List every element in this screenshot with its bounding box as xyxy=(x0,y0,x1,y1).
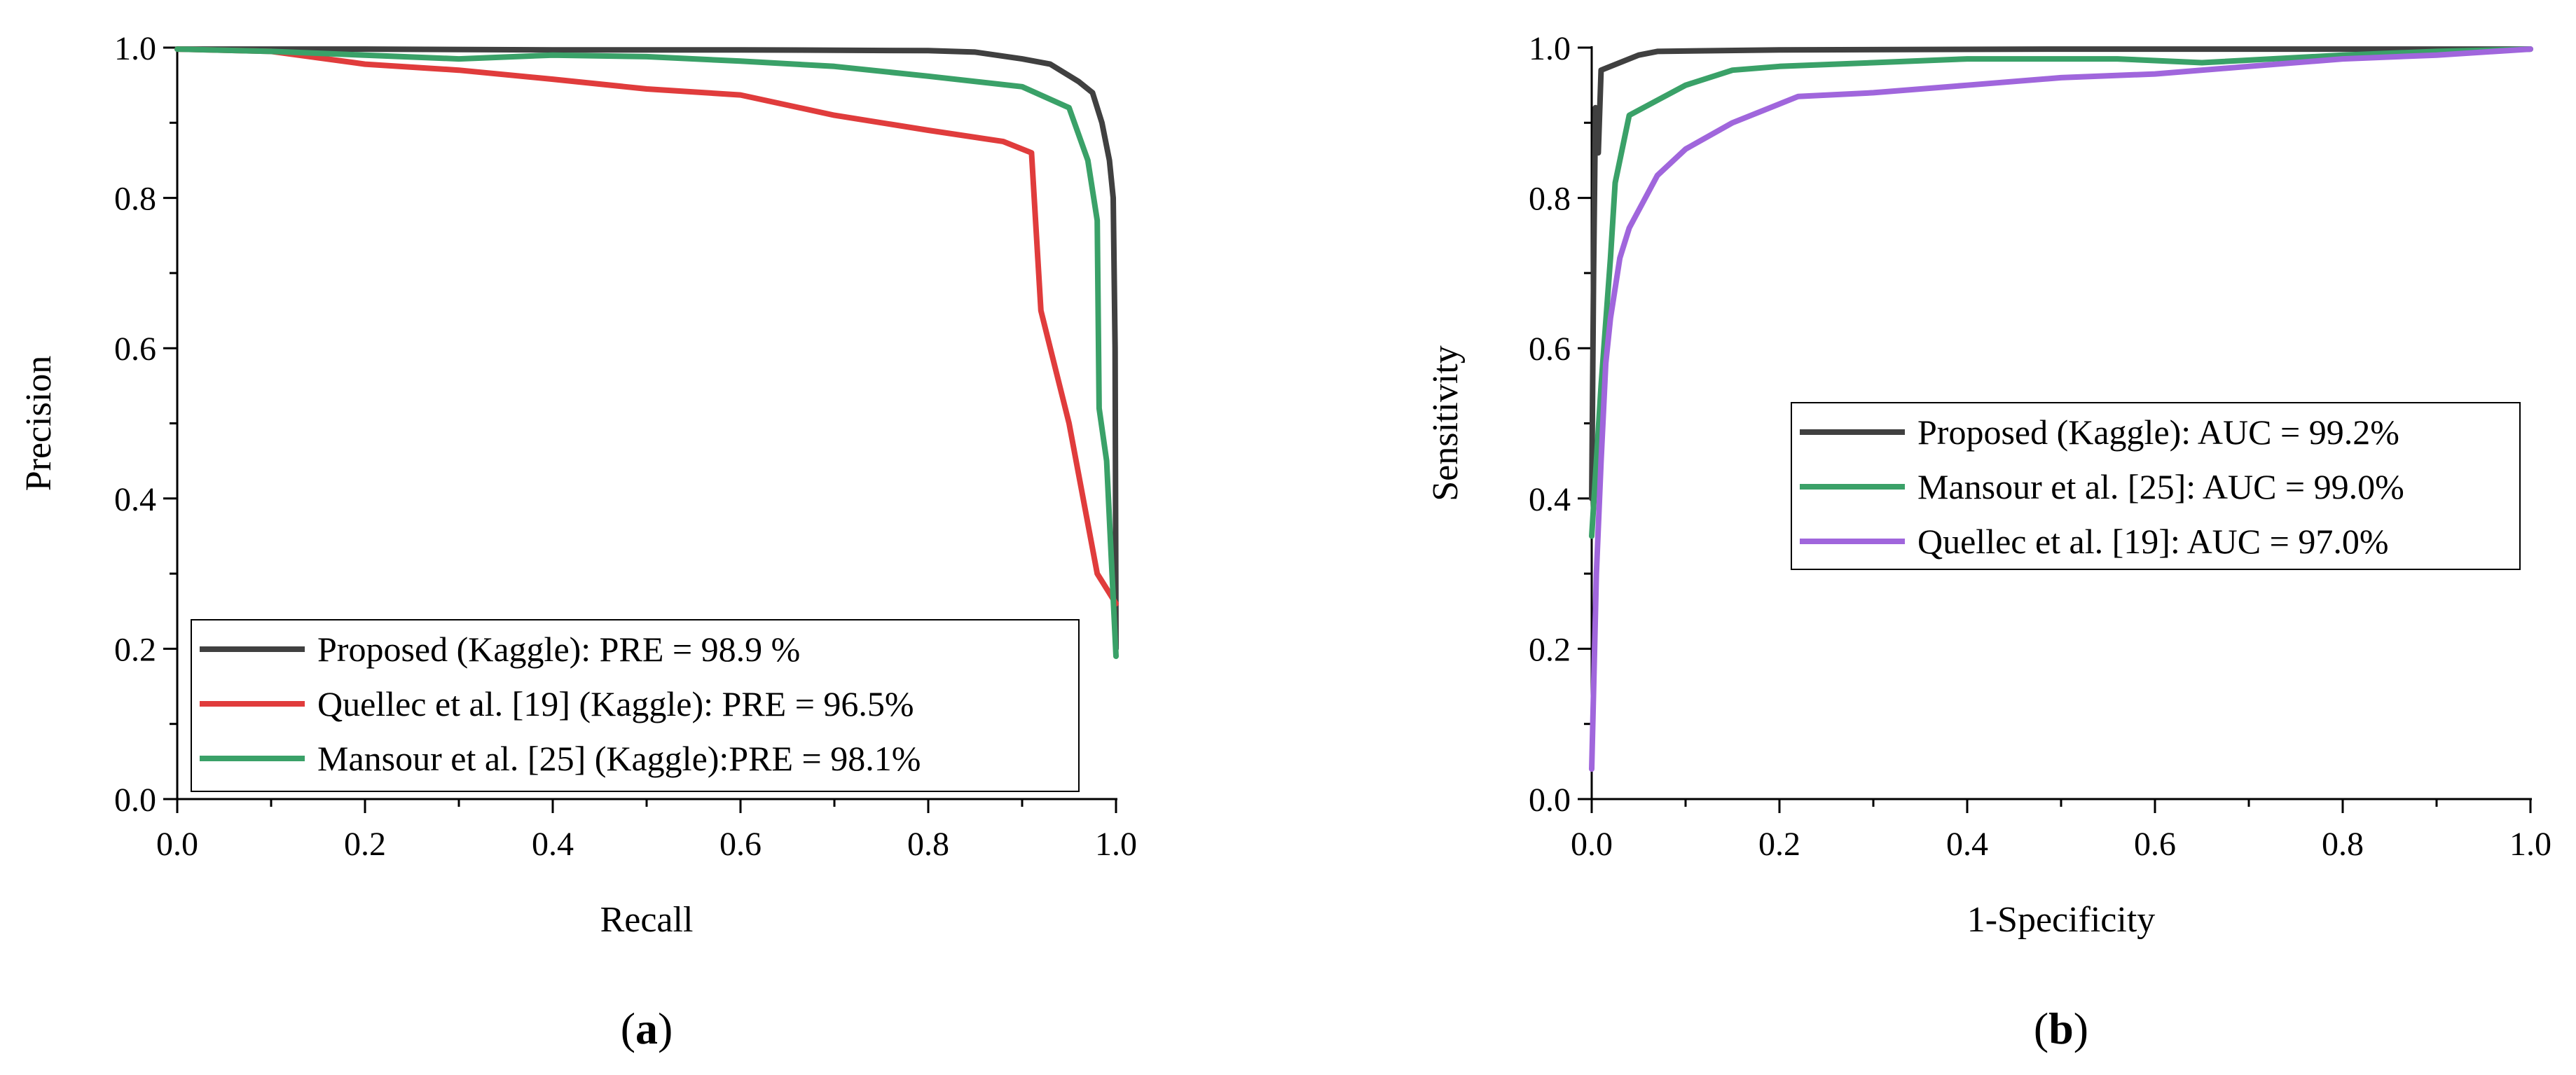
x-tick-label: 0.0 xyxy=(156,826,198,863)
x-tick-label: 0.4 xyxy=(532,826,574,863)
legend-entry: Proposed (Kaggle): PRE = 98.9 % xyxy=(317,630,800,669)
series-line-3 xyxy=(174,46,1119,660)
y-tick-label: 0.8 xyxy=(114,181,156,218)
x-tick-label: 0.2 xyxy=(344,826,386,863)
y-tick-label: 1.0 xyxy=(114,30,156,67)
x-tick-label: 0.0 xyxy=(1571,826,1613,863)
y-tick-label: 0.0 xyxy=(1529,782,1571,819)
y-tick-label: 0.6 xyxy=(114,331,156,368)
x-tick-label: 0.4 xyxy=(1946,826,1988,863)
x-axis-label: Recall xyxy=(600,900,694,940)
y-tick-label: 0.6 xyxy=(1529,331,1571,368)
y-tick-label: 0.0 xyxy=(114,782,156,819)
y-tick-label: 1.0 xyxy=(1529,30,1571,67)
panel-a: 0.00.0 0.2 0.2 0.4 0.4 0.6 0.6 0.8 0.8 1.0 1.0 Reca… xyxy=(19,30,1137,1053)
x-tick-label: 1.0 xyxy=(1095,826,1137,863)
series-line-1 xyxy=(1589,46,2533,501)
series-line-2 xyxy=(174,46,1119,606)
legend-box xyxy=(1791,402,2521,570)
x-tick-label: 1.0 xyxy=(2509,826,2551,863)
y-axis-label: Sensitivity xyxy=(1426,345,1466,501)
x-axis-label: 1-Specificity xyxy=(1967,900,2156,940)
x-tick-label: 0.2 xyxy=(1758,826,1800,863)
legend-entry: Quellec et al. [19] (Kaggle): PRE = 96.5… xyxy=(317,684,914,723)
x-tick-label: 0.6 xyxy=(719,826,762,863)
y-tick-label: 0.4 xyxy=(114,481,156,518)
legend-entry: Quellec et al. [19]: AUC = 97.0% xyxy=(1917,522,2389,561)
series-line-2 xyxy=(1589,46,2533,539)
legend: Proposed (Kaggle): PRE = 98.9 % Quellec e… xyxy=(191,619,1080,792)
panel-b: 0.00.0 0.2 0.2 0.4 0.4 0.6 0.6 0.8 0.8 1.0 1.0 1-Sp… xyxy=(1426,30,2551,1053)
series-line-1 xyxy=(174,46,1119,652)
legend: Proposed (Kaggle): AUC = 99.2% Mansour et… xyxy=(1791,402,2521,570)
legend-box xyxy=(191,619,1080,792)
panel-label: (a) xyxy=(621,1004,673,1053)
y-axis-label: Precision xyxy=(19,356,59,492)
legend-entry: Proposed (Kaggle): AUC = 99.2% xyxy=(1917,412,2399,452)
x-tick-label: 0.8 xyxy=(2322,826,2364,863)
legend-entry: Mansour et al. [25]: AUC = 99.0% xyxy=(1917,467,2404,506)
x-tick-label: 0.6 xyxy=(2134,826,2176,863)
legend-entry: Mansour et al. [25] (Kaggle):PRE = 98.1% xyxy=(317,739,921,778)
y-tick-label: 0.4 xyxy=(1529,481,1571,518)
y-tick-label: 0.8 xyxy=(1529,181,1571,218)
x-tick-label: 0.8 xyxy=(907,826,949,863)
y-tick-label: 0.2 xyxy=(1529,631,1571,668)
y-tick-label: 0.2 xyxy=(114,631,156,668)
series-line-3 xyxy=(1589,46,2533,772)
panel-label: (b) xyxy=(2034,1004,2088,1053)
